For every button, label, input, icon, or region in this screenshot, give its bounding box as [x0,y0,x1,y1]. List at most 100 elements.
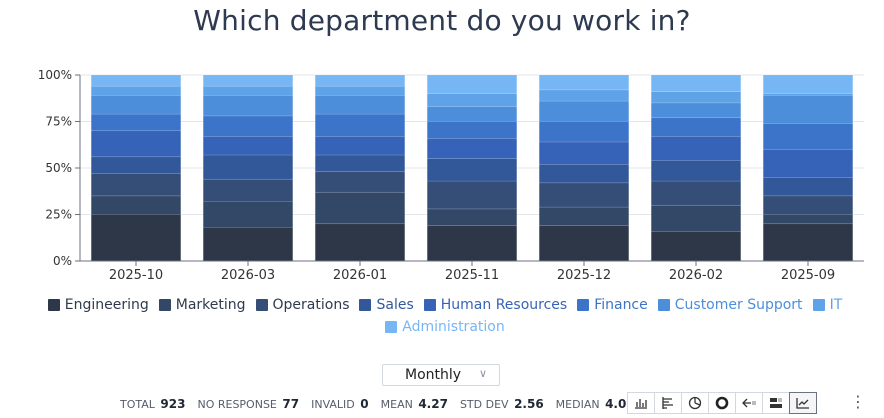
donut-chart-button[interactable] [708,392,736,414]
x-tick-label: 2025-09 [781,268,835,283]
pie-chart-icon [688,396,702,410]
bar-segment [202,85,294,96]
bar-segment [90,156,182,174]
bar-segment [538,121,630,143]
bar-segment [762,223,854,262]
stat-value: 4.27 [418,397,448,411]
bar-segment [90,173,182,197]
bar-chart-icon [635,399,647,409]
stat-item: MEAN 4.27 [381,397,448,411]
bar-segment [314,136,406,156]
bar-segment [426,208,518,226]
bar-segment [650,160,742,182]
bar-segment [650,74,742,92]
legend-swatch [812,299,825,311]
bar-segment [202,227,294,262]
legend-swatch [255,299,268,311]
legend-label: Marketing [175,297,246,313]
bar-segment [538,74,630,91]
bar-segment [650,136,742,161]
bar-segment [314,154,406,172]
legend-label: Customer Support [674,297,803,313]
legend-label: IT [829,297,843,313]
bar-segment [762,149,854,178]
y-tick-label: 0% [53,254,72,268]
bar-segment [762,93,854,96]
chart-legend: Engineering Marketing Operations Sales Human… [30,294,860,338]
bar-segment [314,74,406,87]
legend-swatch [47,299,60,311]
y-tick-label: 25% [45,208,72,222]
stat-label: TOTAL [120,398,159,411]
bar-segment [314,223,406,262]
legend-swatch [577,299,590,311]
bar-segment [426,158,518,182]
bar-segment [202,74,294,87]
bar-segment [650,91,742,104]
bar-segment [90,95,182,115]
stat-value: 77 [282,397,300,411]
line-chart-button[interactable] [789,392,817,414]
bar-segment [762,177,854,197]
bar-segment [202,95,294,117]
pie-chart-button[interactable] [681,392,709,414]
stat-value: 0 [360,397,369,411]
bar-segment [90,214,182,262]
legend-swatch [158,299,171,311]
legend-swatch [423,299,436,311]
bar-segment [426,180,518,210]
bar-segment [762,195,854,215]
stat-value: 2.56 [514,397,544,411]
legend-item[interactable]: Administration [385,316,505,338]
legend-item[interactable]: Finance [577,294,648,316]
legend-label: Operations [272,297,350,313]
bar-segment [538,100,630,122]
chevron-down-icon: ∨ [478,367,487,380]
x-tick-label: 2025-10 [109,268,163,283]
y-tick-label: 100% [38,68,72,82]
period-select[interactable]: Monthly ∨ [382,364,500,386]
legend-item[interactable]: Human Resources [423,294,567,316]
bar-segment [202,154,294,180]
bar-segment [314,171,406,193]
legend-item[interactable]: Customer Support [657,294,803,316]
horizontal-bar-button[interactable] [654,392,682,414]
stacked-icon [770,398,782,408]
bar-segment [90,113,182,132]
bar-segment [650,230,742,262]
line-chart-icon [796,398,809,409]
legend-label: Engineering [64,297,149,313]
bar-segment [314,85,406,96]
legend-item[interactable]: Marketing [158,294,246,316]
bar-segment [538,141,630,165]
legend-item[interactable]: IT [812,294,843,316]
y-tick-label: 50% [45,161,72,175]
bar-segment [538,89,630,102]
more-options-icon[interactable]: ⋮ [850,392,866,411]
legend-item[interactable]: Sales [359,294,414,316]
legend-label: Finance [594,297,648,313]
donut-chart-icon [715,396,729,410]
legend-item[interactable]: Engineering [47,294,149,316]
legend-item[interactable]: Operations [255,294,350,316]
legend-swatch [359,299,372,311]
bar-segment [650,204,742,232]
summary-stats: TOTAL 923 NO RESPONSE 77 INVALID 0 MEAN 4.2… [120,397,635,411]
bar-segment [202,115,294,137]
stat-item: NO RESPONSE 77 [197,397,299,411]
bar-segment [650,117,742,137]
x-tick-label: 2026-03 [221,268,275,283]
bar-chart-button[interactable] [627,392,655,414]
stacked-button[interactable] [762,392,790,414]
chart-type-toolbar [627,392,817,414]
bar-segment [762,74,854,94]
bar-segment [90,85,182,96]
bar-segment [426,106,518,122]
bar-segment [538,182,630,208]
bar-segment [650,102,742,119]
back-button[interactable] [735,392,763,414]
period-select-value: Monthly [405,367,462,383]
bar-segment [202,136,294,156]
stat-value: 923 [160,397,186,411]
horizontal-bar-icon [662,397,673,409]
